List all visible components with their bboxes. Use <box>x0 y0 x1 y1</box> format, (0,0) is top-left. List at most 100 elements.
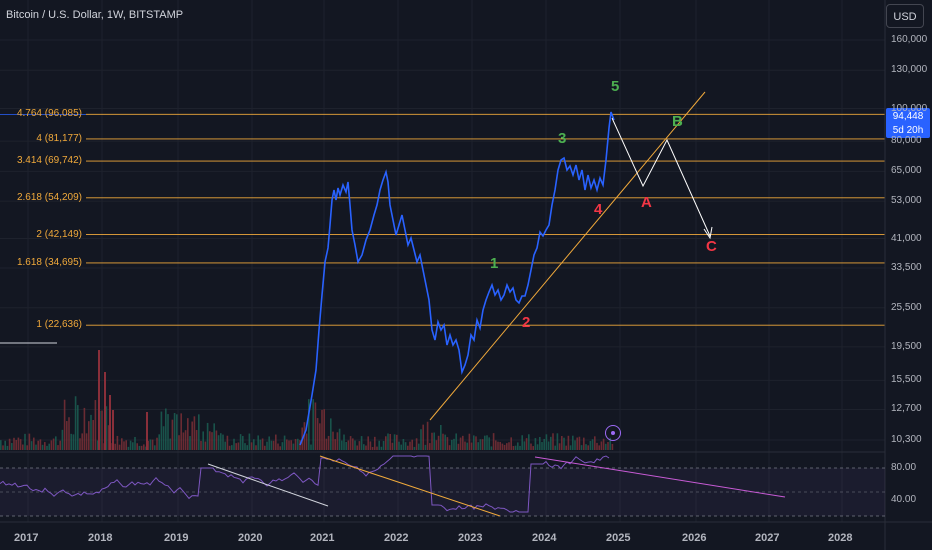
volume-bar <box>453 438 455 450</box>
volume-bar <box>525 438 528 450</box>
volume-bar <box>488 437 490 450</box>
volume-bar <box>459 437 462 450</box>
volume-bar <box>338 428 341 450</box>
volume-bar <box>521 435 523 450</box>
price-axis-label: 12,700 <box>891 403 922 415</box>
volume-bar <box>444 434 446 450</box>
volume-bar <box>231 445 233 450</box>
volume-bar <box>532 446 534 450</box>
volume-bar <box>360 436 363 450</box>
wave-label[interactable]: 5 <box>611 78 620 95</box>
price-axis-label: 41,000 <box>891 232 922 244</box>
volume-bar <box>66 421 68 450</box>
volume-bar <box>195 430 198 450</box>
fib-level-label: 4.764 (96,085) <box>16 108 82 120</box>
wave-label[interactable]: C <box>706 238 717 255</box>
volume-bar <box>228 445 231 450</box>
volume-bar <box>424 444 427 450</box>
volume-bar <box>418 443 420 450</box>
volume-bar <box>569 445 572 450</box>
volume-bar <box>594 436 596 450</box>
volume-bar <box>154 445 156 450</box>
rsi-trendline-2021[interactable] <box>319 455 501 517</box>
volume-bar <box>583 437 585 450</box>
volume-bar <box>545 434 548 450</box>
volume-bar <box>259 439 262 450</box>
volume-bar <box>248 433 251 450</box>
volume-bar <box>369 441 372 450</box>
volume-bars <box>0 350 614 450</box>
symbol-title[interactable]: Bitcoin / U.S. Dollar, 1W, BITSTAMP <box>6 9 184 21</box>
volume-bar <box>132 442 134 450</box>
volume-bar <box>104 372 106 450</box>
volume-bar <box>167 414 169 450</box>
volume-bar <box>134 436 136 450</box>
volume-bar <box>57 445 59 450</box>
volume-bar <box>541 442 543 450</box>
volume-bar <box>257 435 259 450</box>
volume-bar <box>35 444 37 450</box>
volume-bar <box>343 434 345 450</box>
rsi-trendline-2019[interactable] <box>207 463 329 507</box>
volume-bar <box>255 445 257 450</box>
compass-icon[interactable] <box>605 425 621 441</box>
time-axis-label: 2023 <box>458 532 483 544</box>
volume-bar <box>506 443 508 450</box>
wave-label[interactable]: 4 <box>594 201 603 218</box>
volume-bar <box>178 435 180 450</box>
volume-bar <box>433 432 435 450</box>
volume-bar <box>147 440 149 450</box>
volume-bar <box>202 431 204 450</box>
currency-button[interactable]: USD <box>886 4 924 28</box>
volume-bar <box>160 411 163 450</box>
volume-bar <box>376 446 378 450</box>
volume-bar <box>429 443 431 450</box>
volume-bar <box>391 442 394 450</box>
volume-bar <box>37 440 39 450</box>
wave-label[interactable]: 3 <box>558 130 567 147</box>
volume-bar <box>204 441 207 450</box>
wave-label[interactable]: A <box>641 194 652 211</box>
volume-bar <box>415 438 418 450</box>
volume-bar <box>470 442 473 450</box>
volume-bar <box>94 400 97 450</box>
volume-bar <box>385 436 387 450</box>
volume-bar <box>567 435 570 450</box>
volume-bar <box>512 446 515 450</box>
volume-bar <box>539 437 541 450</box>
volume-bar <box>319 423 321 450</box>
time-axis-label: 2025 <box>606 532 631 544</box>
volume-bar <box>270 440 273 450</box>
volume-bar <box>253 439 255 450</box>
support-trendline[interactable] <box>429 91 706 421</box>
volume-bar <box>39 439 42 450</box>
volume-bar <box>374 436 376 450</box>
wave-label[interactable]: 2 <box>522 314 531 331</box>
volume-bar <box>321 409 323 450</box>
volume-bar <box>211 432 213 450</box>
volume-bar <box>314 402 317 450</box>
volume-bar <box>294 439 297 450</box>
volume-bar <box>602 438 605 450</box>
wave-label[interactable]: B <box>672 113 683 130</box>
time-axis-label: 2019 <box>164 532 189 544</box>
volume-bar <box>151 439 154 450</box>
volume-bar <box>407 445 409 450</box>
volume-bar <box>495 440 497 450</box>
projection-path[interactable] <box>611 117 711 237</box>
volume-bar <box>138 445 141 450</box>
price-axis-label: 10,300 <box>891 434 922 445</box>
rsi-axis-40: 40.00 <box>891 494 917 505</box>
wave-label[interactable]: 1 <box>490 255 499 272</box>
time-axis-label: 2017 <box>14 532 39 544</box>
volume-bar <box>26 445 28 450</box>
volume-bar <box>371 446 374 450</box>
volume-bar <box>176 414 178 450</box>
volume-bar <box>565 445 567 450</box>
volume-bar <box>363 444 365 450</box>
volume-bar <box>101 410 103 450</box>
rsi-trendline-2024[interactable] <box>534 456 786 498</box>
price-axis-label: 160,000 <box>891 34 928 45</box>
volume-bar <box>237 442 240 450</box>
